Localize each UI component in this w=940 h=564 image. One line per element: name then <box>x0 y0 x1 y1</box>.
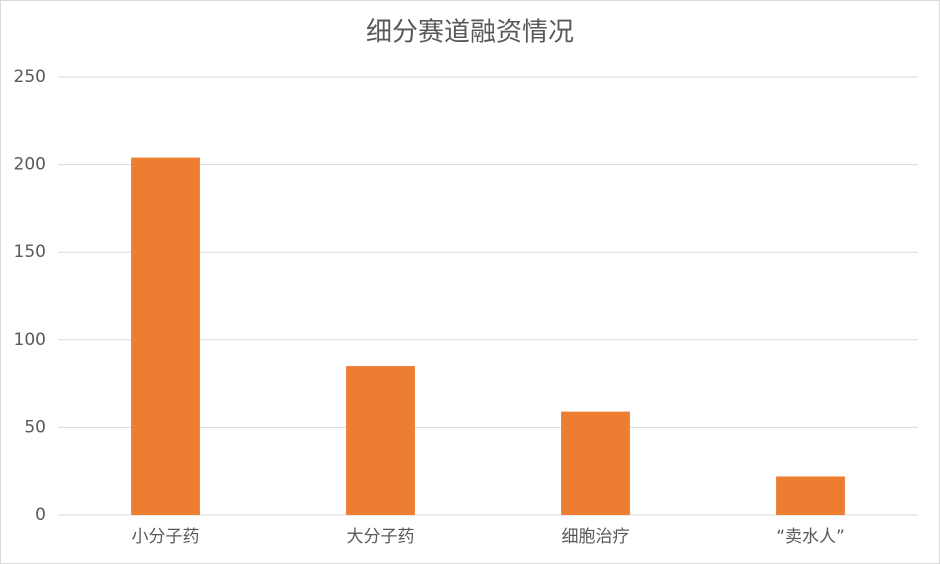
bar <box>346 366 415 515</box>
y-tick-label: 200 <box>14 155 46 175</box>
bar <box>776 476 845 515</box>
bar <box>131 157 200 516</box>
bar <box>561 411 630 515</box>
y-tick-label: 100 <box>14 330 46 350</box>
chart-title: 细分赛道融资情况 <box>366 18 574 48</box>
x-tick-label: 大分子药 <box>347 527 415 547</box>
y-tick-label: 250 <box>14 67 46 87</box>
y-tick-label: 50 <box>24 417 46 437</box>
x-tick-label: 细胞治疗 <box>562 527 630 547</box>
y-tick-label: 150 <box>14 242 46 262</box>
x-tick-label: “卖水人” <box>776 527 845 547</box>
y-tick-label: 0 <box>35 505 46 525</box>
x-tick-label: 小分子药 <box>132 527 200 547</box>
